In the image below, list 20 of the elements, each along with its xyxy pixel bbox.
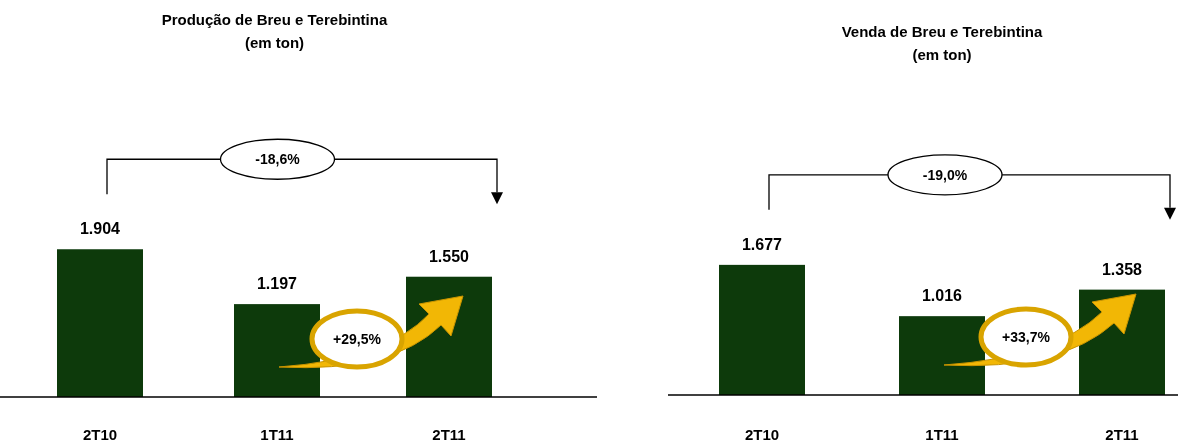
data-label: 1.677 [741, 235, 783, 253]
annotation: +33,7% [1002, 329, 1051, 345]
x-tick-label: 2T11 [1105, 426, 1139, 443]
data-label: 1.197 [256, 275, 298, 293]
chart-title: Venda de Breu e Terebintina [841, 23, 1043, 40]
x-tick-label: 1T11 [925, 426, 959, 443]
chart-title: Produção de Breu e Terebintina [161, 11, 388, 28]
data-label: 1.904 [79, 220, 121, 238]
chart-subtitle: (em ton) [912, 46, 972, 63]
data-label: 1.358 [1101, 260, 1143, 278]
chart-subtitle: (em ton) [244, 34, 305, 51]
data-label: 1.550 [428, 247, 470, 265]
data-label: 1.016 [921, 287, 963, 305]
text: -18,6% [255, 151, 301, 168]
x-tick-label: 1T11 [260, 426, 294, 443]
annotation: +29,5% [333, 331, 382, 347]
x-tick-label: 2T10 [744, 426, 780, 443]
x-tick-label: 2T10 [82, 426, 118, 443]
x-tick-label: 2T11 [432, 426, 466, 443]
text: -19,0% [922, 166, 968, 183]
